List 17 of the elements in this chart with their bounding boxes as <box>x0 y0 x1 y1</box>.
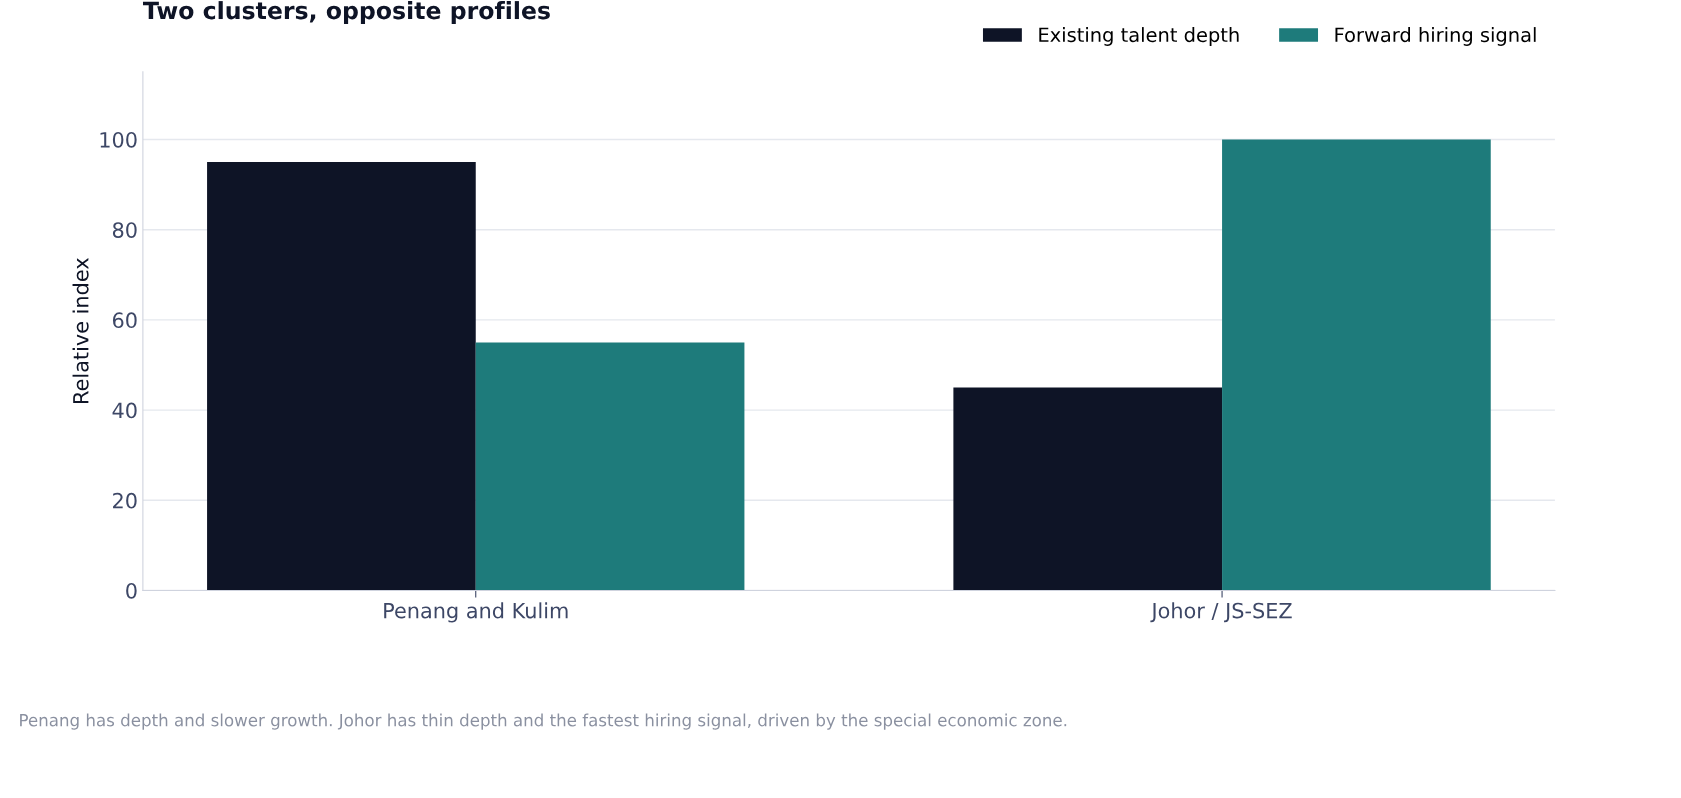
x-tick-label: Penang and Kulim <box>384 602 568 623</box>
y-axis-title: Relative index <box>72 258 89 403</box>
bar <box>207 162 476 591</box>
chart-title: Two clusters, opposite profiles <box>143 1 550 24</box>
y-tick-label: 80 <box>112 222 137 238</box>
y-tick-label: 100 <box>100 131 137 148</box>
legend-label: Existing talent depth <box>1039 27 1239 46</box>
legend-label: Forward hiring signal <box>1335 27 1536 46</box>
y-tick-label: 20 <box>113 492 137 509</box>
text: Penang has depth and slower growth. Johor has thin depth and the fastest hiring signal, driven by the special economic zone. <box>20 713 1067 730</box>
x-tick-label: Johor / JS-SEZ <box>1150 602 1292 623</box>
bar <box>475 342 745 591</box>
bar <box>953 387 1223 591</box>
y-tick-label: 60 <box>112 312 137 329</box>
y-tick-label: 40 <box>112 402 137 419</box>
bar <box>1222 139 1491 591</box>
y-tick-label: 0 <box>126 582 137 599</box>
